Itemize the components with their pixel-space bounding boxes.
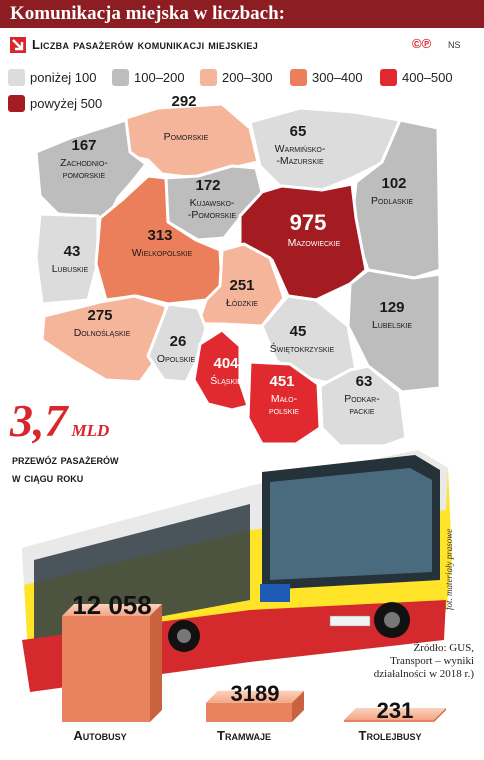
bar-top [206, 690, 304, 703]
total-caption-line1: przewóz pasażerów [12, 452, 119, 467]
chart-subtitle: Liczba pasażerów komunikacji miejskiej [32, 37, 259, 52]
total-value: 3,7 [10, 395, 68, 446]
copyright-mark: ©℗ [412, 36, 432, 51]
region-shape [34, 118, 148, 220]
legend-item: 400–500 [380, 68, 453, 86]
region-value-label: 251 [229, 277, 254, 294]
region-name-label: Wielkopolskie [132, 247, 193, 259]
region-name-label: Dolnośląskie [74, 327, 131, 339]
bar-value-label: 12 058 [72, 590, 152, 620]
legend-label: 300–400 [312, 69, 363, 85]
bar-category-label: Autobusy [73, 728, 127, 743]
region-name-label: Warmińsko--Mazurskie [275, 143, 326, 167]
bar-front [62, 616, 150, 722]
legend-label: 200–300 [222, 69, 273, 85]
region-name-label: Zachodnio-pomorskie [60, 157, 108, 181]
region-value-label: 404 [213, 355, 239, 372]
bar-front [206, 702, 292, 722]
region-value-label: 275 [87, 307, 112, 324]
region-value-label: 975 [290, 210, 327, 235]
source-line: działalności w 2018 r.) [373, 668, 474, 680]
legend-item: 200–300 [200, 68, 273, 86]
bar-value-label: 3189 [231, 681, 280, 706]
source-line: Źródło: GUS, [413, 642, 475, 654]
bar-side [292, 690, 304, 722]
region-value-label: 292 [171, 93, 196, 110]
author-initials: NS [448, 40, 461, 50]
region-value-label: 102 [381, 175, 406, 192]
legend-swatch [200, 68, 217, 86]
region-shape [246, 360, 322, 446]
bar-category-label: Tramwaje [217, 728, 271, 743]
region-name-label: Pomorskie [164, 131, 209, 143]
legend-label: 400–500 [402, 69, 453, 85]
bar-value-label: 231 [377, 698, 414, 723]
region-shape [248, 106, 402, 192]
photo-credit: fot. materiały prasowe [444, 528, 454, 610]
legend-label: powyżej 500 [30, 95, 103, 111]
legend-swatch [8, 68, 25, 86]
bus-illustration [22, 450, 452, 692]
arrow-down-right-icon [10, 37, 26, 53]
region-value-label: 167 [71, 137, 96, 154]
region-name-label: Mało-polskie [269, 393, 299, 417]
title-bar: Komunikacja miejska w liczbach: [0, 0, 484, 28]
region-value-label: 45 [290, 323, 307, 340]
region-name-label: Śląskie [210, 374, 242, 387]
region-name-label: Mazowieckie [288, 237, 341, 249]
region-name-label: Podkar-packie [344, 393, 380, 417]
legend-swatch [8, 94, 25, 112]
total-caption-line2: w ciągu roku [12, 470, 84, 485]
legend-label: 100–200 [134, 69, 185, 85]
region-value-label: 129 [379, 299, 404, 316]
bar-side [150, 604, 162, 722]
region-value-label: 26 [170, 333, 187, 350]
legend-item: 300–400 [290, 68, 363, 86]
bar-front [344, 720, 434, 722]
region-name-label: Świętokrzyskie [270, 342, 335, 355]
bar-top [62, 604, 162, 616]
source-note: Źródło: GUS, Transport – wyniki działaln… [354, 642, 474, 681]
region-shape [346, 268, 442, 394]
bar-category-label: Trolejbusy [358, 728, 422, 743]
page-title: Komunikacja miejska w liczbach: [10, 3, 285, 24]
region-name-label: Opolskie [157, 353, 195, 365]
legend-item: 100–200 [112, 68, 185, 86]
region-shape [40, 294, 168, 384]
region-shape [196, 242, 286, 328]
total-unit: mld [71, 416, 110, 442]
legend-label: poniżej 100 [30, 69, 97, 85]
region-shape [146, 302, 208, 384]
region-value-label: 313 [147, 227, 172, 244]
region-name-label: Lubelskie [372, 319, 412, 331]
bar: 231 [344, 698, 446, 723]
total-passengers: 3,7 mld [10, 394, 109, 447]
legend-swatch [290, 68, 307, 86]
region-value-label: 65 [290, 123, 307, 140]
source-line: Transport – wyniki [390, 655, 474, 667]
region-name-label: Podlaskie [371, 195, 413, 207]
region-value-label: 172 [195, 177, 220, 194]
bar-top [344, 708, 446, 720]
bar: 3189 [206, 681, 304, 722]
region-name-label: Lubuskie [52, 263, 89, 275]
region-name-label: Łódzkie [226, 297, 258, 309]
region-shape [34, 212, 100, 306]
legend-swatch [380, 68, 397, 86]
legend-swatch [112, 68, 129, 86]
legend-item: poniżej 100 [8, 68, 97, 86]
bar-side [434, 708, 446, 722]
region-name-label: Kujawsko--Pomorskie [188, 197, 237, 221]
bar: 12 058 [62, 590, 162, 722]
legend-item: powyżej 500 [8, 94, 102, 112]
region-value-label: 43 [64, 243, 81, 260]
region-shape [318, 364, 408, 448]
region-value-label: 63 [356, 373, 373, 390]
region-value-label: 451 [269, 373, 294, 390]
